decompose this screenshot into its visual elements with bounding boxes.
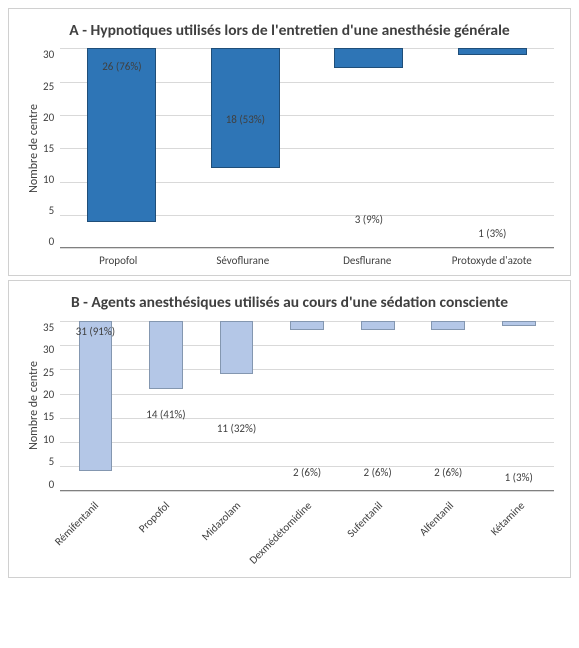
bar [361,321,395,331]
chart-b-title: B - Agents anesthésiques utilisés au cou… [25,293,554,312]
chart-b-ylabel: Nombre de centre [25,361,43,450]
bar-slot: 11 (32%) [201,321,272,491]
ytick-label: 25 [43,80,54,93]
chart-a-bars: 26 (76%) 18 (53%) 3 (9%) 1 (3%) [60,48,554,248]
xtick-label: Dexmédétomidine [269,497,340,569]
ytick-label: 20 [43,388,54,401]
bar [79,321,113,472]
gridline [60,248,554,249]
bar-value-label: 11 (32%) [217,422,256,435]
ytick-label: 30 [43,343,54,356]
bar [290,321,324,331]
chart-b-yaxis: 35 30 25 20 15 10 5 0 [43,321,60,491]
bar-slot: 31 (91%) [60,321,131,491]
bar-value-label: 14 (41%) [146,408,185,421]
ytick-label: 15 [43,410,54,423]
ytick-label: 15 [43,142,54,155]
bar-value-label: 2 (6%) [364,466,392,479]
bar-value-label: 31 (91%) [76,325,115,338]
ytick-label: 5 [49,455,55,468]
ytick-label: 5 [49,204,55,217]
chart-b-xaxis-wrap: RémifentanilPropofolMidazolamDexmédétomi… [25,491,554,569]
xtick-label: Protoxyde d'azote [430,254,555,267]
bar-value-label: 2 (6%) [293,466,321,479]
bar-slot: 18 (53%) [184,48,307,248]
xtick-label: Alfentanil [412,497,483,569]
bar-value-label: 26 (76%) [102,60,141,73]
bar-slot: 2 (6%) [272,321,343,491]
bar-value-label: 3 (9%) [355,213,383,226]
bar-slot: 14 (41%) [131,321,202,491]
bar-value-label: 18 (53%) [226,113,265,126]
chart-a-area: Nombre de centre 30 25 20 15 10 5 0 26 (76%) 18… [25,48,554,248]
chart-b-area: Nombre de centre 35 30 25 20 15 10 5 0 31 (91%)… [25,321,554,491]
bar-value-label: 1 (3%) [505,471,533,484]
xtick-label: Sévoflurane [181,254,306,267]
bar [149,321,183,389]
chart-a-xaxis: PropofolSévofluraneDesfluraneProtoxyde d… [56,254,554,267]
chart-a-plot: 26 (76%) 18 (53%) 3 (9%) 1 (3%) [60,48,554,248]
ytick-label: 25 [43,366,54,379]
chart-b-bars: 31 (91%) 14 (41%) 11 (32%) 2 (6%) 2 (6%) 2 (6… [60,321,554,491]
ytick-label: 10 [43,433,54,446]
bar [431,321,465,331]
ytick-label: 0 [49,478,55,491]
ytick-label: 30 [43,48,54,61]
bar [211,48,280,168]
xtick-label: Kétamine [483,497,554,569]
chart-b-axis-line [60,490,554,491]
chart-a-yaxis: 30 25 20 15 10 5 0 [43,48,60,248]
xtick-label: Propofol [127,497,198,569]
bar-slot: 2 (6%) [342,321,413,491]
bar [220,321,254,374]
ytick-label: 10 [43,173,54,186]
chart-a-title: A - Hypnotiques utilisés lors de l'entre… [25,21,554,40]
bar-slot: 2 (6%) [413,321,484,491]
chart-a-ylabel: Nombre de centre [25,104,43,193]
xtick-label: Desflurane [305,254,430,267]
bar-slot: 1 (3%) [431,48,554,248]
chart-a-panel: A - Hypnotiques utilisés lors de l'entre… [8,8,571,276]
chart-a-axis-line [60,247,554,248]
chart-b-xaxis: RémifentanilPropofolMidazolamDexmédétomi… [56,497,554,569]
chart-b-panel: B - Agents anesthésiques utilisés au cou… [8,280,571,577]
bar-value-label: 1 (3%) [478,227,506,240]
bar-value-label: 2 (6%) [434,466,462,479]
ytick-label: 0 [49,235,55,248]
bar [502,321,536,326]
chart-b-plot: 31 (91%) 14 (41%) 11 (32%) 2 (6%) 2 (6%) 2 (6… [60,321,554,491]
bar-slot: 3 (9%) [307,48,430,248]
gridline [60,491,554,492]
xtick-label: Sufentanil [341,497,412,569]
xtick-label: Propofol [56,254,181,267]
chart-a-xaxis-wrap: PropofolSévofluraneDesfluraneProtoxyde d… [25,248,554,267]
bar [87,48,156,221]
bar [458,48,527,55]
bar-slot: 1 (3%) [483,321,554,491]
xtick-label: Rémifentanil [56,497,127,569]
ytick-label: 35 [43,321,54,334]
bar [334,48,403,68]
bar-slot: 26 (76%) [60,48,183,248]
ytick-label: 20 [43,111,54,124]
